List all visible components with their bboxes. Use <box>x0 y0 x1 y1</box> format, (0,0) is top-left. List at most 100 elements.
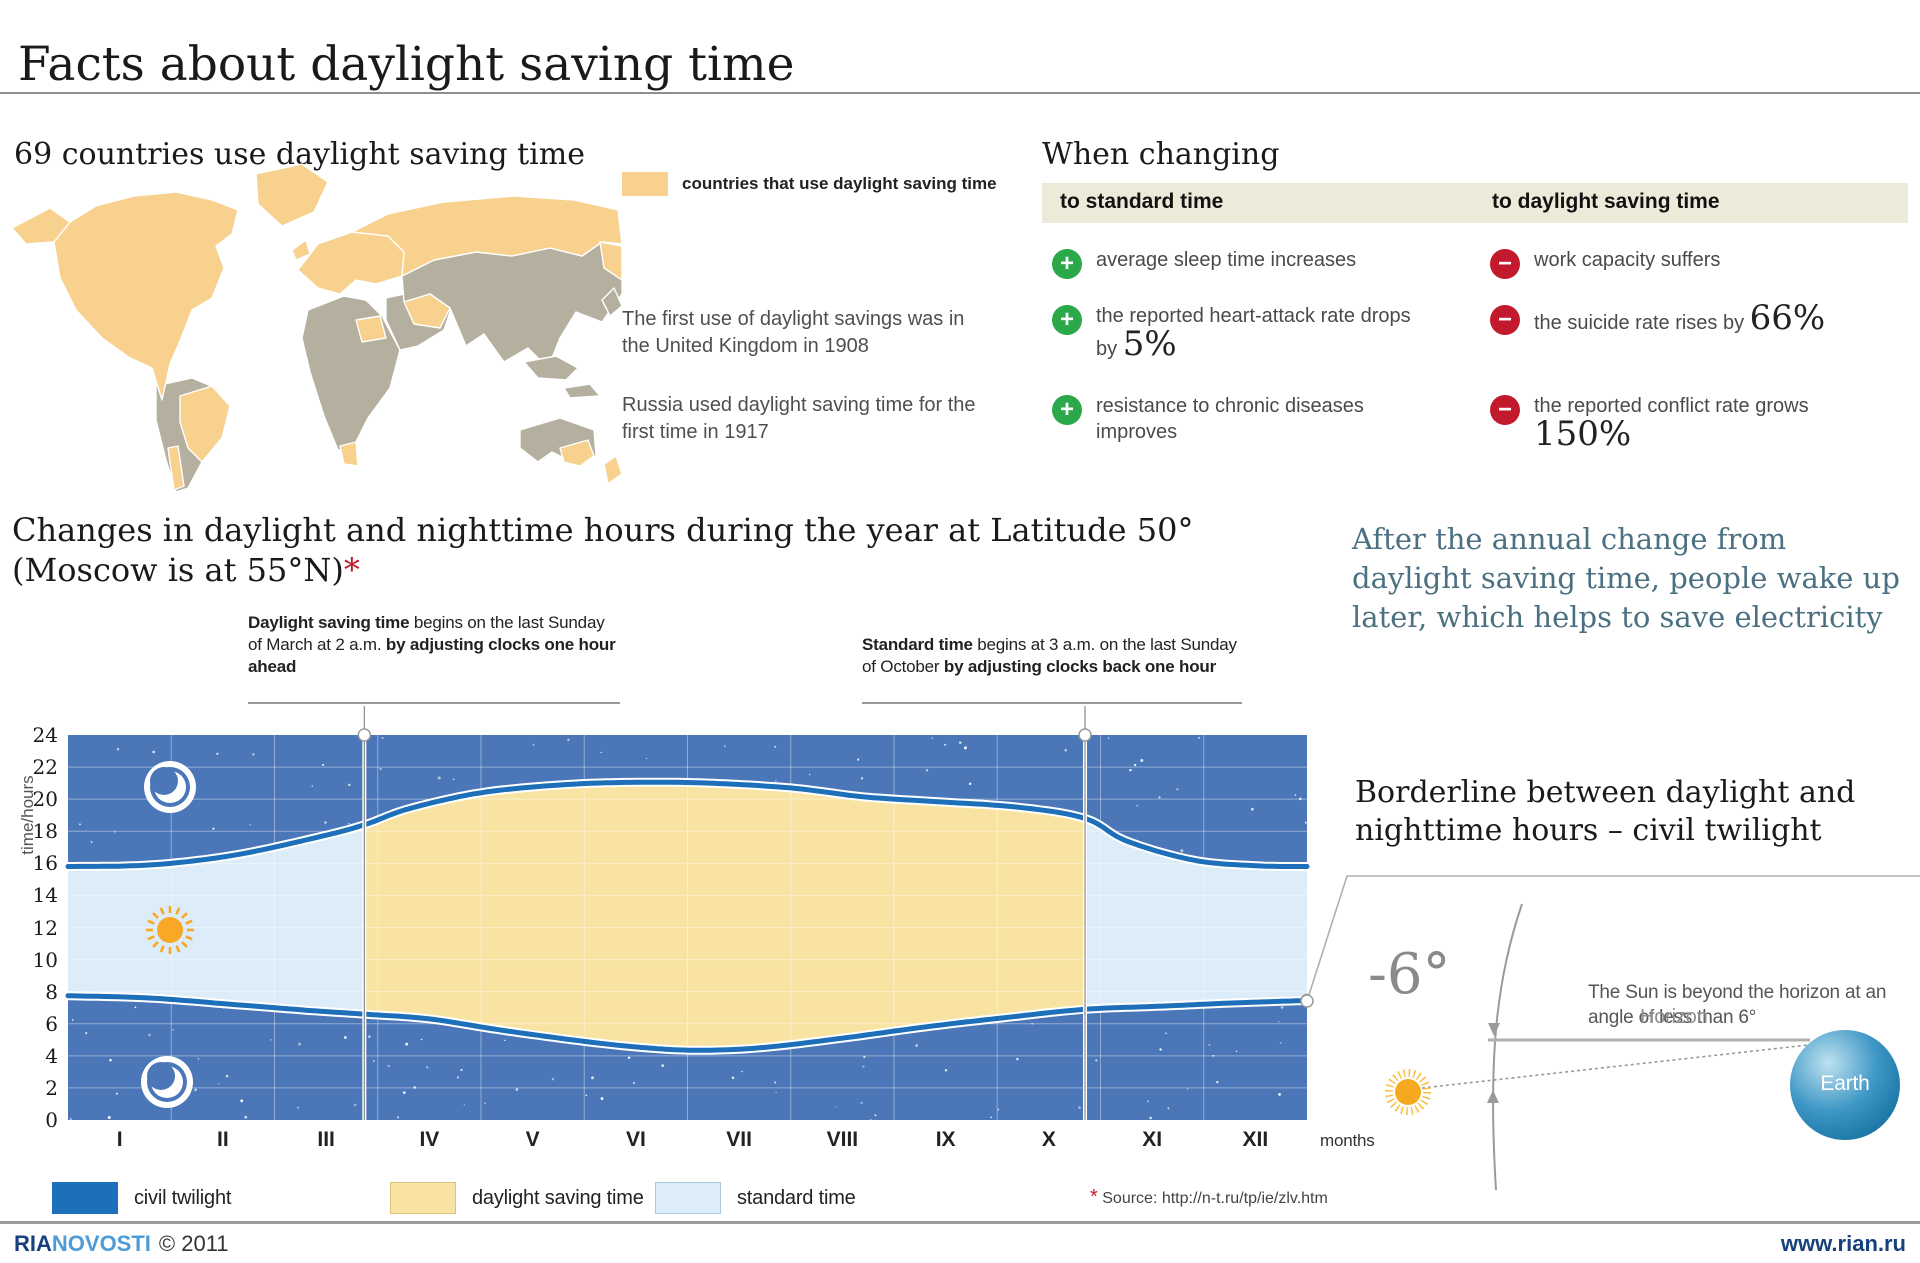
dst-begins-annotation: Daylight saving time begins on the last … <box>248 612 620 704</box>
earth-globe <box>1790 1030 1900 1140</box>
civil-twilight-curve <box>65 993 1310 1053</box>
minus-icon: − <box>1490 395 1520 425</box>
top-divider <box>0 92 1920 94</box>
map-chile <box>167 445 185 491</box>
map-egypt <box>355 315 387 343</box>
minus-icon: − <box>1490 305 1520 335</box>
map-brazil <box>179 385 231 463</box>
plus-icon: + <box>1052 249 1082 279</box>
site-link[interactable]: www.rian.ru <box>1780 1231 1906 1256</box>
drawback-row-conflict: − the reported conflict rate grows 150% <box>1490 393 1862 452</box>
source-asterisk: * <box>1090 1186 1098 1208</box>
bottom-divider <box>0 1221 1920 1224</box>
x-axis-title: months <box>1320 1131 1375 1150</box>
benefit-text: average sleep time increases <box>1096 249 1357 271</box>
legend-swatch <box>52 1182 118 1214</box>
world-map <box>11 163 623 493</box>
map-russia-far-east <box>599 241 623 281</box>
map-russia <box>351 195 623 277</box>
footnote-asterisk: * <box>343 551 360 589</box>
month-label-III: III <box>317 1128 335 1151</box>
y-tick-label: 18 <box>32 819 58 844</box>
month-label-XI: XI <box>1142 1128 1163 1151</box>
column-header-dst: to daylight saving time <box>1492 190 1720 213</box>
legend-swatch <box>390 1182 456 1214</box>
column-header-standard-time: to standard time <box>1060 190 1224 213</box>
legend-item-civil-twilight: civil twilight <box>52 1182 231 1214</box>
leader-line <box>1306 875 1920 1002</box>
brand-novosti: NOVOSTI <box>51 1231 151 1256</box>
month-label-IV: IV <box>419 1128 440 1151</box>
month-label-VI: VI <box>625 1128 646 1151</box>
moon-icon <box>144 761 196 813</box>
month-label-V: V <box>525 1128 540 1151</box>
minus-six-degrees-label: -6° <box>1368 942 1451 1007</box>
sun-icon <box>1385 1069 1431 1115</box>
benefit-row-heart: + the reported heart-attack rate drops b… <box>1052 303 1424 362</box>
copyright: © 2011 <box>158 1231 229 1256</box>
electricity-quote: After the annual change from daylight sa… <box>1352 522 1900 634</box>
sun-sight-line <box>1421 1041 1836 1089</box>
map-new-zealand <box>603 455 623 485</box>
arrow-up-icon <box>1487 1090 1499 1103</box>
standard-begins-annotation: Standard time begins at 3 a.m. on the la… <box>862 634 1242 704</box>
stat-value: 5% <box>1122 324 1177 364</box>
drawback-row-work: − work capacity suffers <box>1490 247 1862 279</box>
sun-angle-description: The Sun is beyond the horizon at an angl… <box>1588 982 1887 1028</box>
y-tick-label: 22 <box>32 755 58 780</box>
legend-item-daylight-saving-time: daylight saving time <box>390 1182 644 1214</box>
drawback-text: work capacity suffers <box>1534 249 1721 271</box>
map-north-america <box>53 191 239 401</box>
chart-heading: Changes in daylight and nighttime hours … <box>12 511 1194 589</box>
map-legend-swatch <box>622 172 668 196</box>
legend-label: daylight saving time <box>472 1186 644 1209</box>
when-changing-heading: When changing <box>1042 136 1280 172</box>
map-namibia <box>339 441 359 467</box>
plus-icon: + <box>1052 305 1082 335</box>
month-label-X: X <box>1041 1128 1056 1151</box>
y-tick-label: 6 <box>45 1011 58 1036</box>
source-note[interactable]: * Source: http://n-t.ru/tp/ie/zlv.htm <box>1090 1186 1328 1208</box>
month-label-I: I <box>116 1128 123 1151</box>
month-label-VII: VII <box>726 1128 752 1151</box>
minus-icon: − <box>1490 249 1520 279</box>
map-uk <box>291 239 311 261</box>
y-tick-label: 2 <box>45 1075 58 1100</box>
daylight-saving-region <box>364 782 1086 1051</box>
map-se-asia-gray <box>523 355 579 381</box>
stat-value: 66% <box>1749 298 1826 338</box>
drawback-text: the suicide rate rises by 66% <box>1534 298 1826 338</box>
y-tick-label: 4 <box>45 1043 58 1068</box>
y-tick-label: 8 <box>45 979 58 1004</box>
map-indonesia-gray <box>563 383 601 399</box>
borderline-heading: Borderline between daylight and nighttim… <box>1355 775 1856 848</box>
y-tick-label: 0 <box>45 1108 58 1132</box>
leader-endpoint-dot <box>1300 994 1314 1008</box>
civil-twilight-curve <box>65 779 1310 869</box>
month-label-VIII: VIII <box>826 1128 859 1151</box>
benefit-row-diseases: + resistance to chronic diseases improve… <box>1052 393 1424 445</box>
moon-icon <box>141 1056 193 1108</box>
benefit-row-sleep: + average sleep time increases <box>1052 247 1424 279</box>
legend-label: civil twilight <box>134 1186 232 1209</box>
y-tick-label: 12 <box>32 915 58 940</box>
month-label-XII: XII <box>1242 1128 1269 1151</box>
brand-logo: RIANOVOSTI © 2011 <box>14 1231 229 1257</box>
y-tick-label: 14 <box>32 883 58 908</box>
grid-lines <box>68 735 1307 1120</box>
legend-swatch <box>655 1182 721 1214</box>
brand-ria: RIA <box>14 1231 52 1256</box>
y-tick-label: 24 <box>32 723 58 747</box>
time-change-dot <box>1078 728 1092 742</box>
horizon-label: Horizon <box>1640 1006 1708 1028</box>
map-japan-gray <box>601 287 623 317</box>
earth-label: Earth <box>1820 1072 1870 1095</box>
legend-label: standard time <box>737 1186 856 1209</box>
y-tick-label: 10 <box>32 947 58 972</box>
legend-item-standard-time: standard time <box>655 1182 856 1214</box>
y-tick-label: 20 <box>32 787 58 812</box>
y-tick-label: 16 <box>32 851 58 876</box>
map-legend-label: countries that use daylight saving time <box>682 174 997 193</box>
civil-twilight-diagram <box>1300 875 1920 1191</box>
